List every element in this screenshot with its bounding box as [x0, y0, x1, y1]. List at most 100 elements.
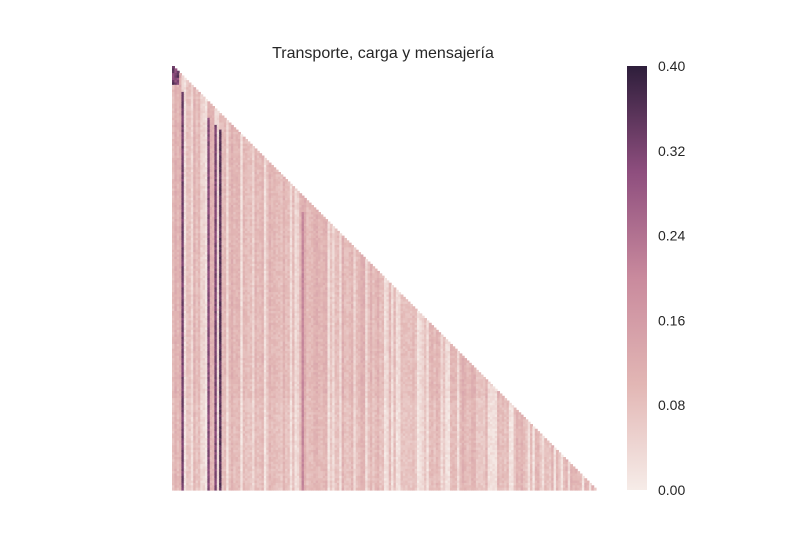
heatmap-cell: [313, 289, 317, 293]
heatmap-cell: [266, 292, 270, 296]
heatmap-cell: [190, 263, 194, 267]
heatmap-cell: [270, 282, 274, 286]
heatmap-cell: [355, 259, 359, 263]
heatmap-cell: [332, 259, 336, 263]
heatmap-cell: [212, 181, 215, 185]
heatmap-cell: [289, 237, 293, 241]
heatmap-cell: [197, 240, 201, 244]
heatmap-cell: [181, 190, 185, 194]
heatmap-cell: [310, 256, 314, 260]
heatmap-cell: [386, 292, 390, 296]
heatmap-cell: [360, 292, 364, 296]
heatmap-cell: [256, 174, 260, 178]
heatmap-cell: [245, 240, 248, 244]
heatmap-cell: [190, 216, 194, 220]
heatmap-cell: [214, 214, 218, 218]
heatmap-cell: [254, 169, 258, 173]
heatmap-cell: [256, 207, 260, 211]
heatmap-cell: [315, 280, 319, 284]
heatmap-cell: [247, 195, 251, 199]
heatmap-cell: [336, 289, 340, 293]
heatmap-cell: [308, 226, 312, 230]
heatmap-cell: [186, 282, 190, 286]
heatmap-cell: [327, 235, 331, 239]
heatmap-cell: [202, 169, 206, 173]
heatmap-cell: [299, 270, 303, 274]
heatmap-cell: [306, 207, 310, 211]
heatmap-cell: [325, 219, 329, 223]
heatmap-cell: [245, 155, 248, 159]
heatmap-cell: [174, 84, 178, 88]
heatmap-cell: [179, 176, 183, 180]
heatmap-cell: [273, 245, 277, 248]
heatmap-cell: [176, 268, 180, 272]
heatmap-cell: [200, 181, 204, 185]
heatmap-cell: [202, 216, 206, 220]
heatmap-cell: [228, 186, 232, 190]
heatmap-cell: [212, 160, 215, 164]
heatmap-cell: [200, 124, 204, 128]
heatmap-cell: [268, 186, 272, 190]
heatmap-cell: [329, 235, 333, 239]
heatmap-cell: [172, 122, 175, 126]
heatmap-cell: [219, 278, 223, 281]
heatmap-cell: [235, 282, 239, 286]
heatmap-cell: [247, 273, 251, 277]
heatmap-cell: [266, 200, 270, 204]
heatmap-cell: [256, 216, 260, 220]
heatmap-cell: [254, 247, 258, 251]
heatmap-cell: [318, 252, 321, 256]
heatmap-cell: [252, 200, 256, 204]
heatmap-cell: [242, 207, 246, 211]
heatmap-cell: [351, 296, 354, 300]
heatmap-cell: [223, 216, 227, 220]
heatmap-cell: [240, 289, 244, 293]
heatmap-cell: [179, 169, 183, 173]
heatmap-cell: [393, 289, 397, 293]
heatmap-cell: [256, 261, 260, 265]
heatmap-cell: [303, 235, 307, 239]
heatmap-cell: [204, 296, 208, 300]
heatmap-cell: [303, 216, 307, 220]
heatmap-cell: [176, 82, 180, 86]
heatmap-cell: [270, 266, 274, 270]
heatmap-cell: [212, 141, 215, 145]
heatmap-cell: [230, 167, 234, 171]
heatmap-cell: [214, 122, 218, 126]
heatmap-cell: [285, 275, 289, 279]
heatmap-cell: [214, 292, 218, 296]
heatmap-cell: [214, 143, 218, 147]
heatmap-cell: [181, 157, 185, 161]
heatmap-cell: [303, 296, 307, 300]
heatmap-cell: [223, 221, 227, 225]
heatmap-cell: [303, 197, 307, 201]
heatmap-cell: [374, 273, 378, 277]
heatmap-cell: [230, 148, 234, 152]
heatmap-cell: [221, 282, 225, 286]
heatmap-cell: [186, 254, 190, 258]
heatmap-cell: [322, 247, 326, 251]
heatmap-cell: [193, 270, 197, 274]
heatmap-cell: [230, 233, 234, 237]
heatmap-cell: [188, 247, 192, 251]
heatmap-cell: [230, 216, 234, 220]
heatmap-cell: [190, 139, 194, 142]
heatmap-cell: [289, 278, 293, 281]
heatmap-cell: [299, 268, 303, 272]
heatmap-cell: [329, 275, 333, 279]
heatmap-cell: [230, 275, 234, 279]
heatmap-cell: [362, 282, 366, 286]
heatmap-cell: [209, 120, 213, 124]
heatmap-cell: [237, 190, 241, 194]
heatmap-cell: [327, 294, 331, 298]
heatmap-cell: [190, 101, 194, 105]
heatmap-cell: [190, 268, 194, 272]
heatmap-cell: [301, 252, 305, 256]
heatmap-cell: [240, 296, 244, 300]
heatmap-cell: [332, 292, 336, 296]
heatmap-cell: [254, 179, 258, 183]
heatmap-cell: [332, 285, 336, 289]
heatmap-cell: [228, 181, 232, 185]
heatmap-cell: [254, 285, 258, 289]
heatmap-cell: [221, 120, 225, 124]
